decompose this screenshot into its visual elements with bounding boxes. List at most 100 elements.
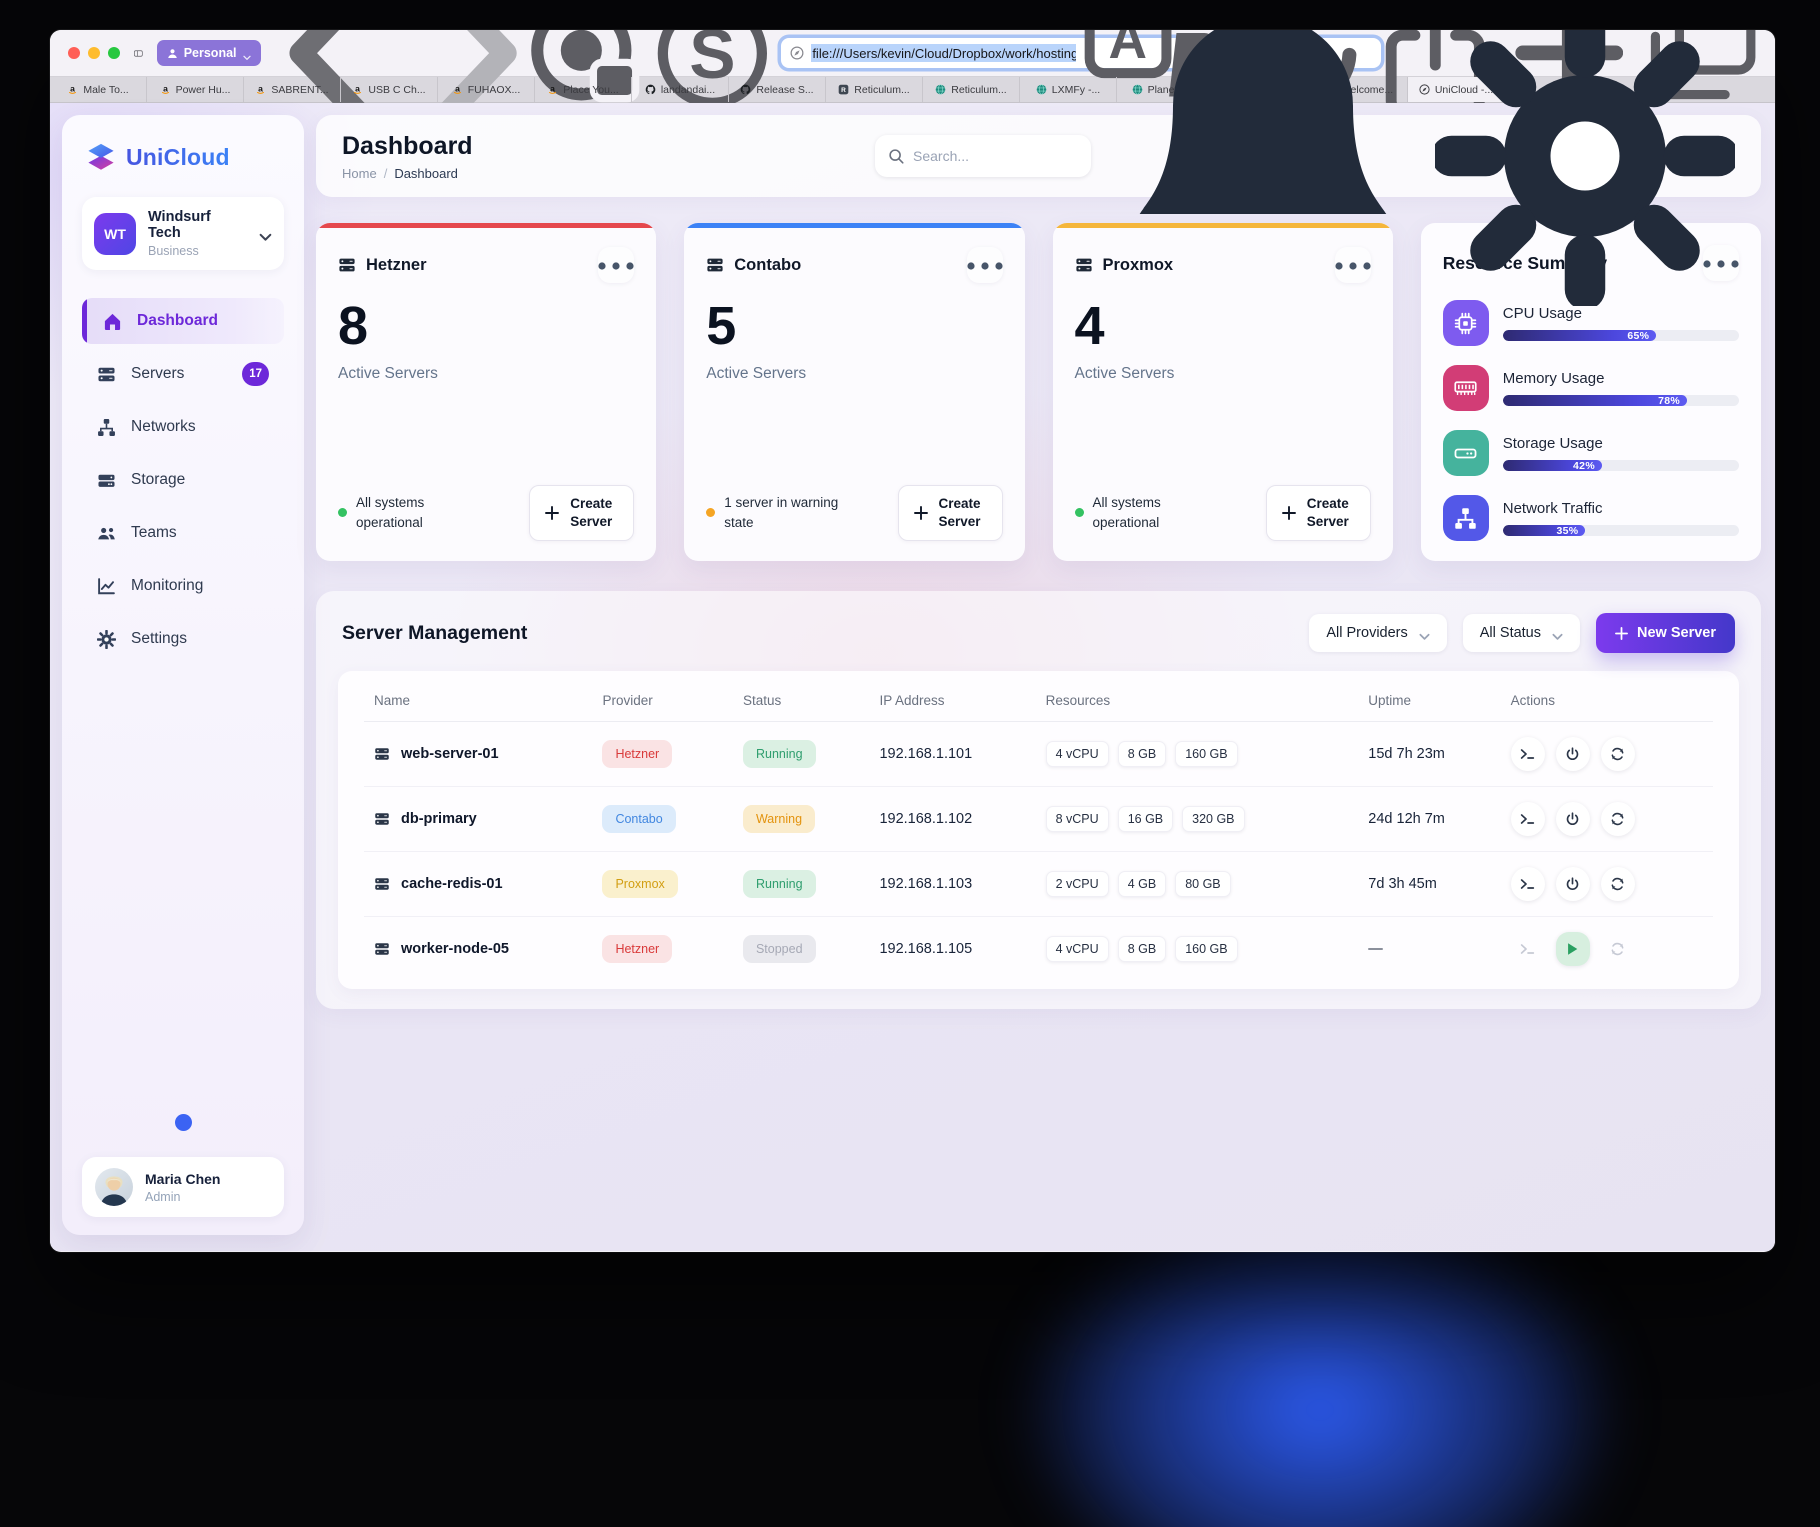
ram-icon <box>1442 365 1489 411</box>
server-name: db-primary <box>401 811 477 827</box>
svg-text:a: a <box>163 84 168 94</box>
workspace-selector[interactable]: WT Windsurf Tech Business <box>82 197 284 270</box>
create-server-button[interactable]: Create Server <box>1265 484 1371 541</box>
status-filter-dropdown[interactable]: All Status <box>1462 614 1580 652</box>
console-button[interactable] <box>1511 932 1545 966</box>
create-server-button[interactable]: Create Server <box>529 484 635 541</box>
back-button[interactable] <box>279 30 389 141</box>
power-button[interactable] <box>1555 867 1590 901</box>
unicloud-app: UniCloud WT Windsurf Tech Business Dashb… <box>50 30 1775 1251</box>
profile-button[interactable]: Personal <box>156 40 261 66</box>
zoom-button[interactable] <box>108 47 120 59</box>
status-text: 1 server in warning state <box>724 494 839 530</box>
browser-tab-usb-c-ch[interactable]: a USB C Ch... <box>341 77 438 102</box>
sidebar-toggle-icon[interactable] <box>134 45 143 62</box>
ellipsis-icon <box>598 258 634 273</box>
ip-address: 192.168.1.105 <box>879 941 973 957</box>
provider-name: Hetzner <box>366 255 427 274</box>
browser-tab-place-you[interactable]: a Place You... <box>535 77 632 102</box>
card-menu-button[interactable] <box>598 247 635 283</box>
progress-value: 78% <box>1658 395 1681 406</box>
column-header-status: Status <box>732 675 870 722</box>
count-label: Active Servers <box>338 365 438 382</box>
browser-tab-unicloud[interactable]: UniCloud -... <box>1408 77 1505 102</box>
new-server-button[interactable]: New Server <box>1596 613 1735 653</box>
breadcrumb-home[interactable]: Home <box>342 165 377 181</box>
storage-icon <box>97 471 116 490</box>
count-label: Active Servers <box>1074 365 1175 382</box>
card-accent-bar <box>1052 223 1393 228</box>
resource-chip: 4 GB <box>1117 871 1167 897</box>
browser-tab-male-to[interactable]: a Male To... <box>50 77 147 102</box>
sidebar-item-dashboard[interactable]: Dashboard <box>82 298 284 344</box>
column-header-actions: Actions <box>1500 675 1713 722</box>
chevron-down-icon <box>259 229 272 241</box>
restart-button[interactable] <box>1600 737 1635 771</box>
progress-value: 35% <box>1556 525 1579 536</box>
sidebar: UniCloud WT Windsurf Tech Business Dashb… <box>62 115 304 1235</box>
restart-button[interactable] <box>1600 802 1635 836</box>
user-card[interactable]: Maria Chen Admin <box>82 1157 284 1217</box>
progress-fill: 35% <box>1502 525 1586 536</box>
search-input[interactable] <box>913 148 1079 164</box>
sidebar-item-servers[interactable]: Servers 17 <box>82 351 284 397</box>
console-button[interactable] <box>1510 737 1545 771</box>
start-button[interactable] <box>1555 932 1590 966</box>
ip-address: 192.168.1.103 <box>879 876 973 892</box>
forward-button[interactable] <box>417 30 527 141</box>
browser-tab-landandai[interactable]: landandai... <box>632 77 729 102</box>
resource-chip: 80 GB <box>1175 871 1231 897</box>
browser-tab-release-s[interactable]: Release S... <box>729 77 826 102</box>
section-title: Server Management <box>342 621 528 644</box>
sidebar-item-monitoring[interactable]: Monitoring <box>82 563 284 609</box>
browser-tab-sabrent[interactable]: a SABRENT... <box>244 77 341 102</box>
create-server-button[interactable]: Create Server <box>897 484 1003 541</box>
progress-value: 42% <box>1573 460 1595 471</box>
ip-address: 192.168.1.102 <box>879 811 973 827</box>
card-menu-button[interactable] <box>1334 247 1371 283</box>
r-square-icon: R <box>838 84 849 95</box>
browser-tab-reticulum[interactable]: Reticulum... <box>923 77 1020 102</box>
uptime: 24d 12h 7m <box>1368 811 1445 827</box>
power-button[interactable] <box>1555 737 1590 771</box>
server-icon <box>374 941 390 957</box>
url-text: file:///Users/kevin/Cloud/Dropbox/work/h… <box>811 44 1076 62</box>
settings-button[interactable] <box>1435 30 1735 306</box>
plus-icon <box>545 505 560 520</box>
server-icon <box>374 746 390 762</box>
column-header-uptime: Uptime <box>1358 675 1501 722</box>
sidebar-item-storage[interactable]: Storage <box>82 457 284 503</box>
active-server-count: 4 <box>1074 296 1105 356</box>
restart-button[interactable] <box>1601 932 1635 966</box>
sidebar-item-settings[interactable]: Settings <box>82 616 284 662</box>
console-button[interactable] <box>1510 802 1545 836</box>
server-name: web-server-01 <box>401 746 499 762</box>
row-actions <box>1511 932 1703 966</box>
svg-text:a: a <box>356 84 361 94</box>
browser-tab-reticulum[interactable]: R Reticulum... <box>826 77 923 102</box>
sidebar-item-teams[interactable]: Teams <box>82 510 284 556</box>
panel-menu-button[interactable] <box>1703 245 1739 281</box>
sidebar-item-networks[interactable]: Networks <box>82 404 284 450</box>
card-menu-button[interactable] <box>966 247 1003 283</box>
providers-filter-dropdown[interactable]: All Providers <box>1309 614 1447 652</box>
power-button[interactable] <box>1555 802 1590 836</box>
search-box[interactable] <box>875 135 1092 177</box>
s-extension-icon[interactable]: S <box>655 30 770 110</box>
provider-card-hetzner: Hetzner 8 Active Servers All systems ope… <box>316 223 657 561</box>
close-button[interactable] <box>68 47 80 59</box>
resource-chip: 2 vCPU <box>1045 871 1109 897</box>
cpu-icon <box>1442 300 1489 346</box>
privacy-extension-icon[interactable] <box>527 30 642 110</box>
browser-tab-fuhaox[interactable]: a FUHAOX... <box>438 77 535 102</box>
browser-tab-power-hu[interactable]: a Power Hu... <box>147 77 244 102</box>
status-text: All systems operational <box>1092 494 1161 530</box>
resource-metric-memory-usage: Memory Usage 78% <box>1442 365 1739 411</box>
browser-tab-lxmfy[interactable]: LXMFy -... <box>1020 77 1117 102</box>
minimize-button[interactable] <box>88 47 100 59</box>
console-button[interactable] <box>1510 867 1545 901</box>
restart-button[interactable] <box>1600 867 1635 901</box>
resource-chips: 4 vCPU 8 GB 160 GB <box>1045 741 1349 767</box>
progress-track: 42% <box>1502 460 1739 471</box>
resource-chips: 2 vCPU 4 GB 80 GB <box>1045 871 1349 897</box>
